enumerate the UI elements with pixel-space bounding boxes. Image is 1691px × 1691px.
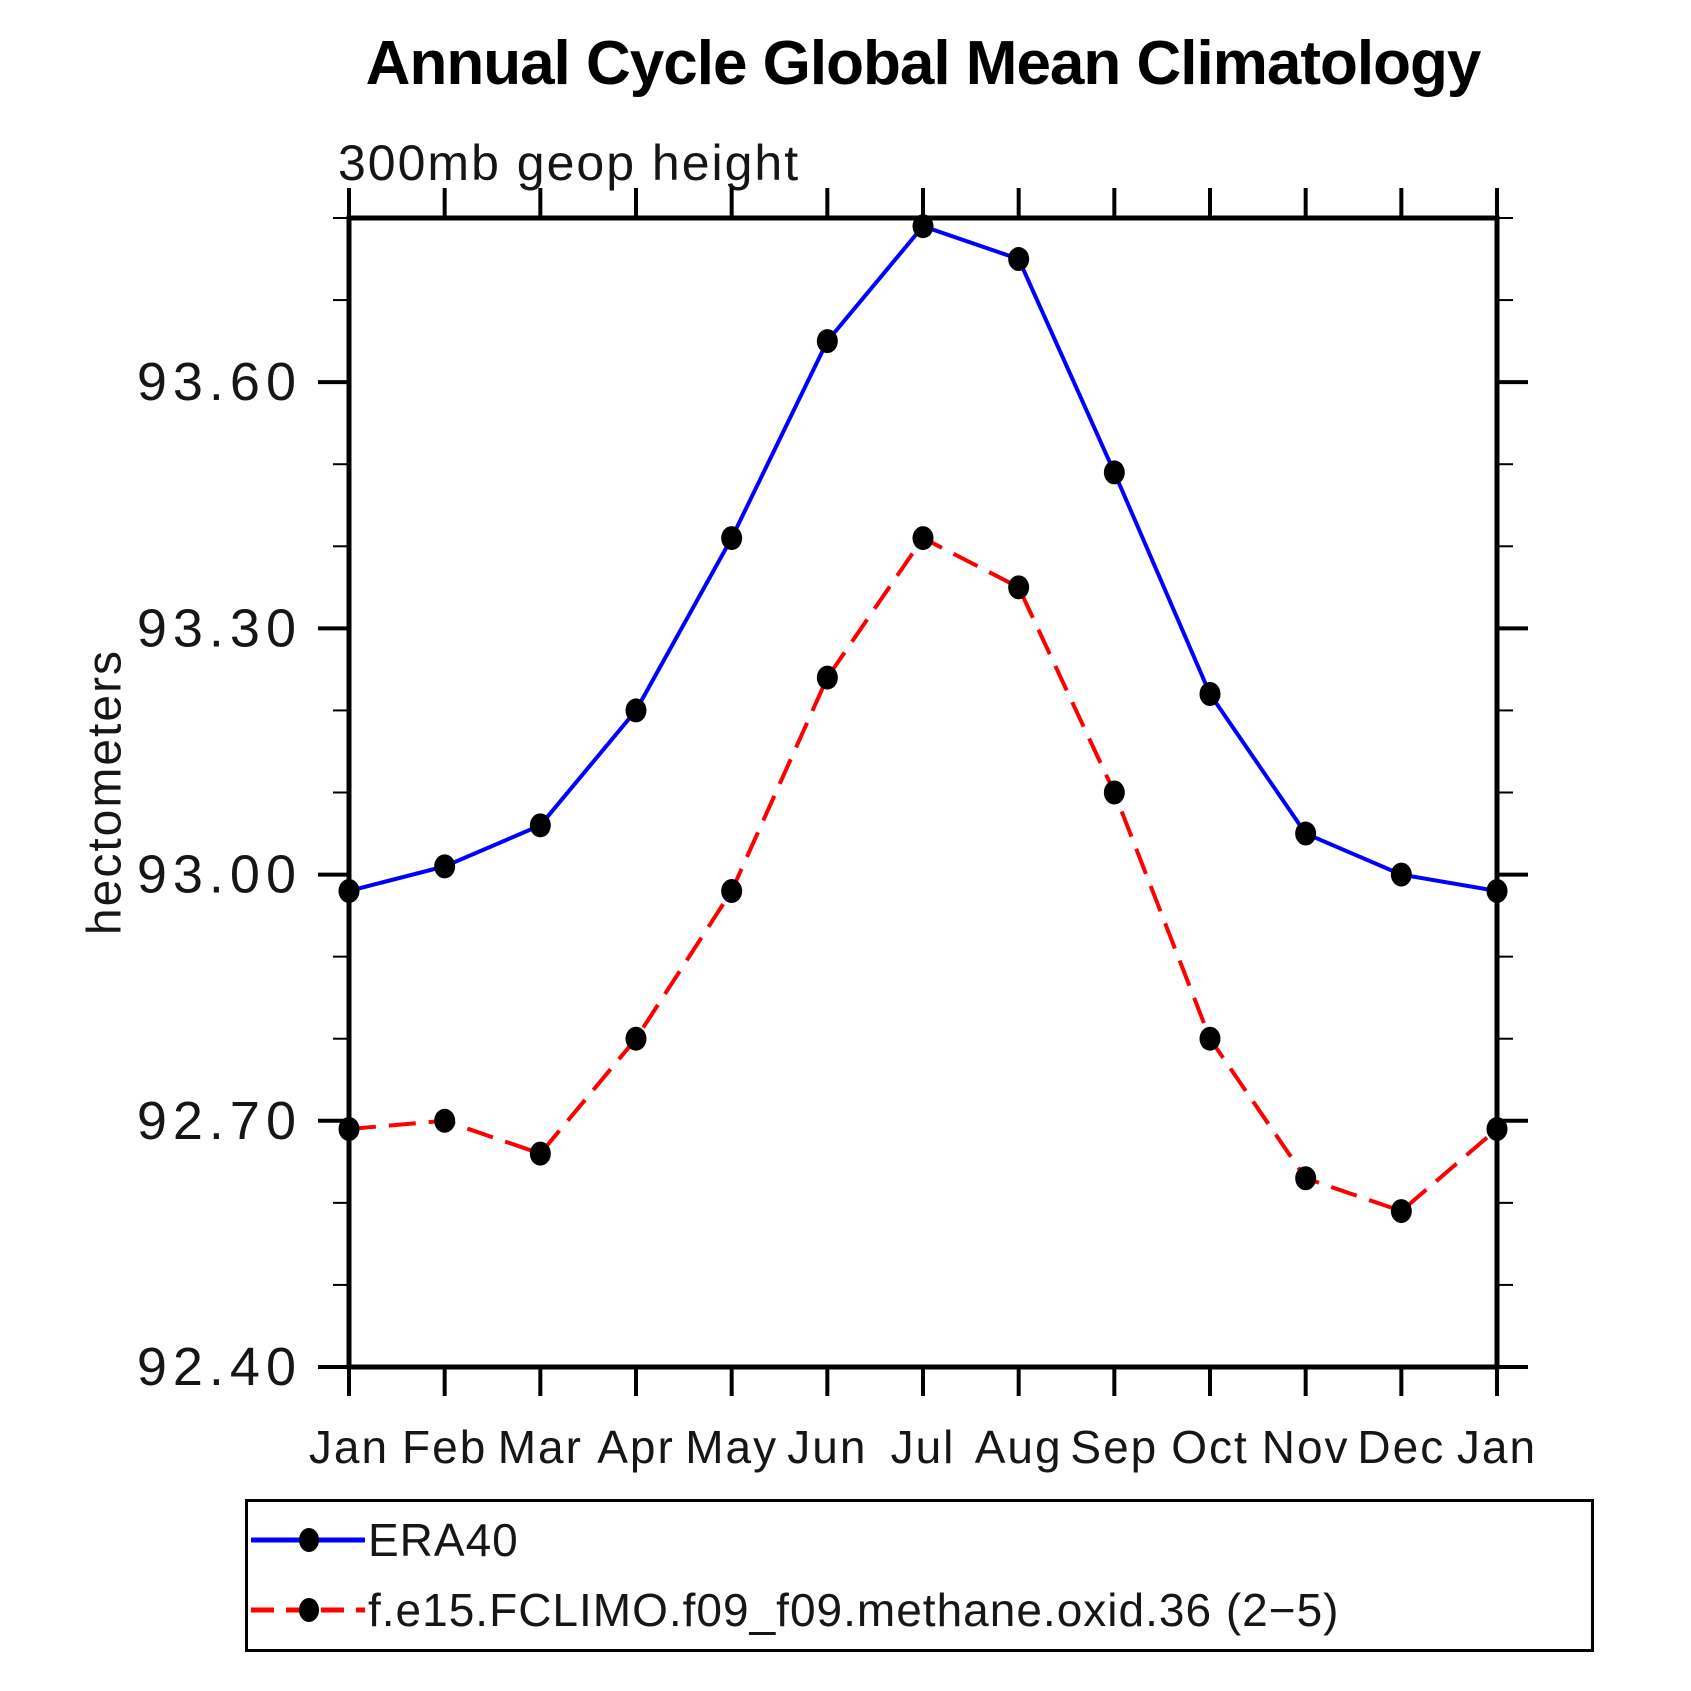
data-point-marker — [1199, 682, 1221, 707]
data-point-marker — [816, 329, 838, 354]
y-tick-label: 93.00 — [137, 845, 302, 905]
y-tick-label: 93.30 — [137, 598, 302, 658]
x-tick-label: Jan — [1457, 1421, 1537, 1473]
data-point-marker — [1295, 821, 1317, 846]
x-tick-label: Oct — [1171, 1421, 1249, 1473]
data-point-marker — [721, 878, 743, 903]
data-point-marker — [625, 698, 647, 723]
x-tick-label: Mar — [498, 1421, 583, 1473]
x-tick-label: Jan — [309, 1421, 389, 1473]
data-point-marker — [1486, 878, 1508, 903]
legend-entry-era40: ERA40 — [248, 1514, 519, 1566]
x-tick-label: Dec — [1357, 1421, 1445, 1473]
series-line-1 — [348, 535, 1499, 1214]
legend-label-era40: ERA40 — [368, 1514, 519, 1566]
x-tick-label: Sep — [1070, 1421, 1158, 1473]
data-point-marker — [529, 813, 551, 838]
y-axis-label: hectometers — [79, 649, 132, 935]
y-tick-label: 92.40 — [137, 1337, 302, 1397]
x-tick-label: Aug — [975, 1421, 1063, 1473]
data-point-marker — [1199, 1026, 1221, 1051]
data-point-marker — [816, 665, 838, 690]
x-tick-label: Jul — [891, 1421, 956, 1473]
legend-line-sample-solid — [251, 1528, 365, 1552]
x-tick-label: Nov — [1262, 1421, 1350, 1473]
data-point-marker — [434, 854, 456, 879]
data-point-marker — [338, 1116, 360, 1141]
series-line-0 — [348, 223, 1498, 893]
data-point-marker — [434, 1108, 456, 1133]
data-point-marker — [1008, 247, 1030, 272]
y-tick-label: 92.70 — [137, 1091, 302, 1151]
x-tick-label: Jun — [787, 1421, 867, 1473]
data-point-marker — [625, 1026, 647, 1051]
legend: ERA40 f.e15.FCLIMO.f09_f09.methane.oxid.… — [245, 1499, 1594, 1652]
data-point-marker — [338, 878, 360, 903]
axis-frame — [346, 215, 1500, 1370]
data-point-marker — [912, 526, 934, 551]
data-point-marker — [1486, 1116, 1508, 1141]
data-point-marker — [1390, 862, 1412, 887]
data-point-marker — [721, 526, 743, 551]
chart-subtitle: 300mb geop height — [338, 135, 801, 191]
y-tick-label: 93.60 — [137, 352, 302, 412]
data-point-marker — [912, 214, 934, 239]
data-point-marker — [1103, 780, 1125, 805]
legend-line-sample-dashed — [251, 1598, 365, 1622]
x-tick-label: May — [685, 1421, 778, 1473]
data-point-marker — [1390, 1199, 1412, 1224]
chart-title: Annual Cycle Global Mean Climatology — [365, 29, 1482, 98]
legend-entry-model: f.e15.FCLIMO.f09_f09.methane.oxid.36 (2−… — [248, 1584, 1340, 1636]
legend-label-model: f.e15.FCLIMO.f09_f09.methane.oxid.36 (2−… — [368, 1584, 1340, 1636]
data-point-marker — [529, 1141, 551, 1166]
data-point-marker — [1295, 1166, 1317, 1191]
x-tick-label: Feb — [402, 1421, 487, 1473]
x-tick-label: Apr — [597, 1421, 675, 1473]
data-point-marker — [1103, 460, 1125, 485]
data-point-marker — [1008, 575, 1030, 600]
